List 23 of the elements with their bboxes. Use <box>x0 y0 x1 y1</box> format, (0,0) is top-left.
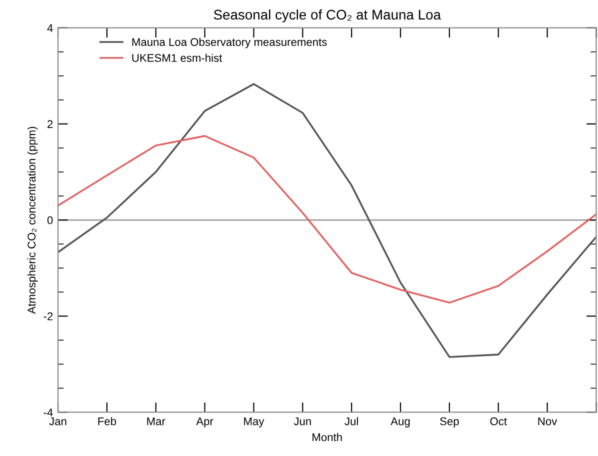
legend-label: Mauna Loa Observatory measurements <box>132 38 327 48</box>
y-tick-label: -4 <box>44 408 53 416</box>
x-tick-label: Jul <box>344 417 358 426</box>
x-tick-label: Jan <box>49 417 66 426</box>
legend-label: UKESM1 esm-hist <box>132 54 222 62</box>
x-tick-label: Mar <box>147 417 166 426</box>
x-tick-label: Nov <box>538 417 558 426</box>
y-tick-label: 2 <box>48 120 53 128</box>
chart-title: Seasonal cycle of CO₂ at Mauna Loa <box>214 9 441 22</box>
line-series <box>58 83 596 358</box>
y-tick-label: 4 <box>47 24 53 32</box>
x-tick-label: Feb <box>98 417 116 426</box>
y-axis-title: Atmospheric CO₂ concentration (ppm) <box>27 126 38 314</box>
x-tick-label: Aug <box>390 417 410 428</box>
y-tick-label: 0 <box>47 216 53 224</box>
y-tick-label: -2 <box>44 312 53 320</box>
x-tick-label: Oct <box>490 417 507 426</box>
x-tick-label: Apr <box>196 417 214 428</box>
x-tick-label: May <box>244 417 264 428</box>
line-series <box>58 135 596 304</box>
x-axis-title: Month <box>312 433 342 442</box>
x-tick-label: Jun <box>294 417 311 426</box>
x-tick-label: Sep <box>440 417 459 428</box>
